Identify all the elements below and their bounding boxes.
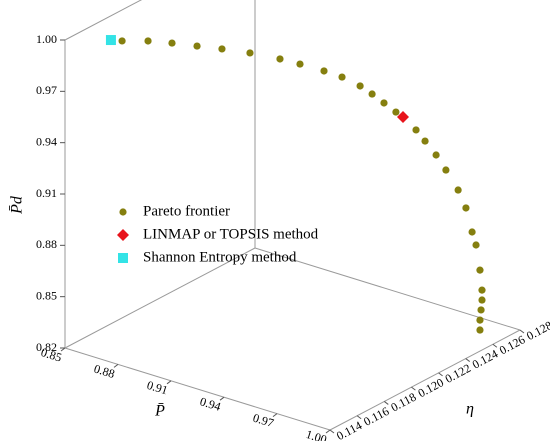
point	[412, 126, 420, 134]
legend-label: LINMAP or TOPSIS method	[143, 226, 319, 242]
z-tick-label: 0.85	[36, 288, 57, 302]
z-tick-label: 0.97	[36, 83, 57, 97]
diamond-point	[117, 229, 129, 241]
y-axis-label: η	[466, 401, 474, 418]
point	[246, 49, 254, 57]
point	[476, 266, 484, 274]
point	[476, 316, 484, 324]
point	[380, 99, 388, 107]
x-tick	[325, 429, 331, 434]
y-tick-label: 0.122	[443, 361, 473, 386]
x-axis-label: P̄	[154, 403, 165, 420]
y-tick	[329, 429, 335, 434]
y-tick-label: 0.128	[524, 318, 550, 343]
point	[476, 326, 484, 334]
point	[462, 204, 470, 212]
x-tick-label: 0.91	[145, 378, 169, 398]
x-tick	[166, 380, 172, 385]
point	[392, 108, 400, 116]
z-tick-label: 0.82	[36, 340, 57, 354]
y-tick	[492, 343, 498, 348]
square-point	[105, 35, 116, 46]
box-edge	[64, 247, 256, 349]
point	[320, 67, 328, 75]
y-tick-label: 0.118	[388, 390, 418, 415]
z-tick-label: 0.88	[36, 237, 57, 251]
y-tick	[438, 372, 443, 377]
point	[193, 42, 201, 50]
y-tick-label: 0.114	[334, 418, 364, 441]
point	[368, 90, 376, 98]
legend-label: Pareto frontier	[143, 203, 230, 219]
x-tick-label: 0.94	[198, 394, 222, 414]
x-tick-label: 1.00	[304, 427, 328, 441]
z-tick-label: 1.00	[36, 32, 57, 46]
x-tick	[272, 413, 278, 418]
box-edge	[64, 347, 331, 431]
z-tick-label: 0.91	[36, 186, 57, 200]
x-tick	[113, 363, 119, 368]
y-tick-label: 0.126	[497, 332, 527, 357]
y-tick	[383, 401, 389, 405]
point	[168, 39, 176, 47]
legend: Pareto frontier LINMAP or TOPSIS method Sh…	[117, 203, 319, 265]
y-tick	[356, 415, 362, 420]
point	[218, 45, 226, 53]
point	[296, 60, 304, 68]
y-tick	[519, 329, 525, 334]
point	[454, 186, 462, 194]
point	[338, 73, 346, 81]
point	[421, 137, 429, 145]
point	[276, 55, 284, 63]
box-edge	[254, 247, 521, 331]
point	[118, 37, 126, 45]
x-tick-label: 0.88	[92, 361, 116, 381]
point	[472, 241, 480, 249]
x-tick-label: 0.85	[39, 345, 63, 365]
point	[432, 151, 440, 159]
point	[478, 296, 486, 304]
point	[478, 286, 486, 294]
x-tick	[219, 396, 225, 401]
square-point	[118, 253, 128, 263]
point	[144, 37, 152, 45]
z-axis-label: P̄d	[9, 195, 26, 215]
y-tick-label: 0.120	[416, 375, 446, 400]
y-tick-label: 0.124	[470, 347, 500, 372]
x-tick	[60, 347, 66, 352]
point	[477, 306, 485, 314]
legend-label: Shannon Entropy method	[143, 249, 297, 265]
y-tick	[411, 386, 416, 391]
z-tick-label: 0.94	[36, 134, 57, 148]
diamond-point	[397, 110, 410, 123]
box-edge	[329, 329, 521, 431]
point	[356, 82, 364, 90]
points	[105, 35, 486, 334]
y-tick	[465, 358, 471, 362]
point	[442, 166, 450, 174]
axes-box	[64, 0, 521, 431]
y-tick-label: 0.116	[361, 404, 391, 429]
point	[468, 228, 476, 236]
point	[119, 208, 127, 216]
box-edge	[64, 0, 143, 41]
x-tick-label: 0.97	[251, 411, 275, 431]
